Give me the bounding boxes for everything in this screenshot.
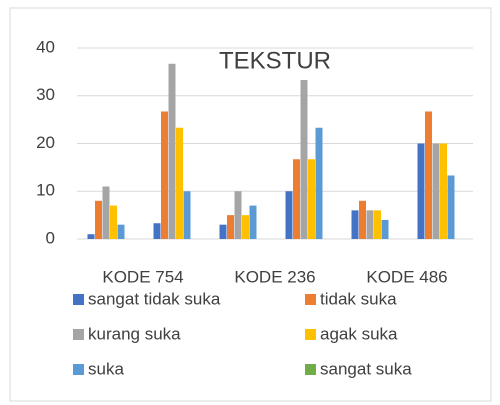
y-tick-label: 30 [36,85,55,104]
bar [110,205,117,239]
x-tick-label: KODE 754 [102,267,183,286]
bar [417,143,425,239]
x-tick-label: KODE 486 [366,267,447,286]
bar [381,219,389,239]
y-tick-label: 20 [36,133,55,152]
bar [447,175,455,239]
legend-swatch [73,329,84,340]
bar [293,159,300,239]
legend-label: agak suka [320,324,398,343]
legend-swatch [305,329,316,340]
bar [242,215,249,239]
chart-title: TEKSTUR [219,47,331,74]
bar [219,224,227,239]
y-tick-label: 10 [36,181,55,200]
legend-label: tidak suka [320,289,397,308]
bar [315,127,323,239]
bar [308,159,315,239]
bar [161,111,168,239]
bar [227,215,234,239]
bar [359,200,366,239]
bar [153,223,161,239]
bar [95,200,102,239]
legend-label: kurang suka [88,324,181,343]
bar [183,191,191,239]
bar [351,210,359,239]
bar [249,205,257,239]
bar [285,191,293,239]
legend-swatch [73,364,84,375]
y-tick-label: 0 [46,228,55,247]
bar [432,143,440,239]
bar [87,234,95,239]
bar [234,191,242,239]
bar [176,127,183,239]
y-tick-label: 40 [36,37,55,56]
legend-swatch [305,364,316,375]
bar [102,186,110,239]
bar [117,224,125,239]
x-tick-label: KODE 236 [234,267,315,286]
bar [366,210,374,239]
legend-swatch [305,294,316,305]
legend-label: suka [88,359,124,378]
bar [425,111,432,239]
legend-label: sangat suka [320,359,412,378]
bar [300,79,308,240]
bar [440,143,447,239]
legend-swatch [73,294,84,305]
legend-label: sangat tidak suka [88,289,221,308]
bar [168,63,176,239]
bar [374,210,381,239]
chart-border [9,7,492,402]
